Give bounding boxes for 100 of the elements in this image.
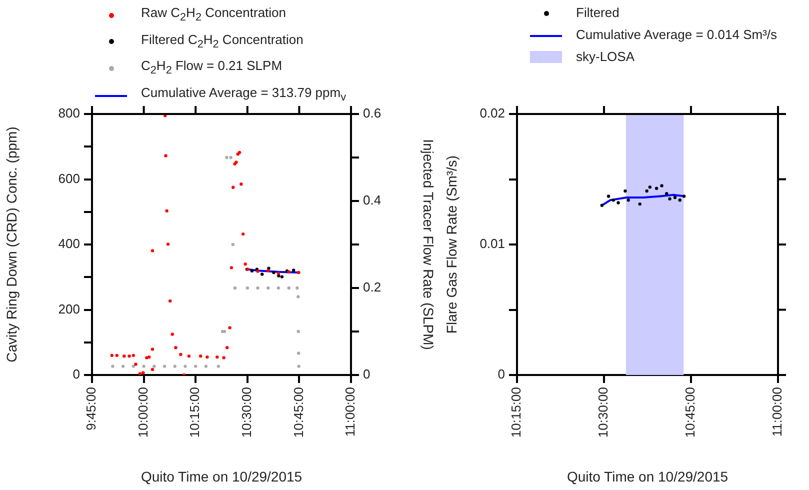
y-tick-label: 0 — [72, 366, 80, 382]
point — [194, 364, 198, 368]
point — [665, 192, 668, 196]
legend-label: sky-LOSA — [576, 48, 635, 66]
point — [148, 355, 151, 359]
y-axis-title: Flare Gas Flow Rate (Sm³/s) — [443, 155, 460, 334]
point — [111, 364, 114, 368]
point — [660, 184, 664, 188]
point — [216, 364, 220, 368]
x-axis-title: Quito Time on 10/29/2015 — [566, 468, 728, 484]
point — [179, 352, 182, 356]
y-tick-label: 600 — [58, 170, 80, 186]
point — [166, 242, 170, 246]
point — [296, 330, 300, 334]
legend-label: Filtered — [576, 4, 620, 22]
point — [198, 354, 202, 358]
point — [241, 232, 245, 236]
legend-label: Filtered C$_{2}$H$_{2}$ Concentration — [141, 30, 304, 52]
point — [231, 242, 234, 246]
point — [110, 354, 114, 358]
point — [204, 364, 208, 368]
point — [682, 194, 686, 198]
point — [296, 286, 299, 290]
y2-tick-label: 0.4 — [363, 192, 382, 208]
point — [296, 352, 300, 355]
point — [244, 262, 247, 266]
point — [246, 286, 249, 290]
point — [150, 249, 154, 252]
point — [145, 356, 148, 360]
point — [673, 196, 677, 200]
x-tick-label: 11:00:00 — [342, 387, 358, 437]
y2-tick-label: 0.6 — [363, 106, 382, 121]
point — [223, 330, 226, 334]
point — [600, 204, 604, 207]
y2-axis-title: Injected Tracer Flow Rate (SLPM) — [420, 139, 437, 350]
point — [266, 286, 270, 290]
point — [165, 209, 168, 212]
point — [260, 272, 264, 276]
point — [232, 186, 235, 190]
point — [150, 368, 154, 372]
x-tick-label: 10:15:00 — [187, 387, 202, 438]
y-tick-label: 400 — [58, 236, 80, 252]
point — [648, 185, 652, 189]
point — [256, 286, 260, 290]
point — [225, 346, 229, 350]
y2-tick-label: 0.2 — [363, 280, 382, 295]
x-tick-label: 9:45:00 — [84, 387, 99, 430]
point — [128, 354, 131, 358]
legend-label: Cumulative Average = 0.014 Sm³/s — [576, 26, 778, 44]
point — [170, 332, 174, 336]
x-tick-label: 10:15:00 — [508, 387, 524, 438]
y-axis-title: Cavity Ring Down (CRD) Conc. (ppm) — [3, 126, 20, 362]
point — [280, 275, 284, 278]
point — [206, 355, 209, 359]
point — [616, 201, 620, 204]
point — [626, 198, 630, 202]
point — [134, 362, 138, 366]
point — [173, 364, 176, 368]
y-tick-label: 200 — [58, 301, 80, 316]
legend-label: C$_{2}$H$_{2}$ Flow = 0.21 SLPM — [141, 57, 282, 79]
point — [668, 197, 672, 200]
y-tick-label: 0.01 — [480, 236, 505, 252]
point — [168, 299, 172, 303]
x-tick-label: 11:00:00 — [770, 387, 785, 437]
point — [132, 364, 136, 368]
point — [174, 346, 178, 350]
point — [152, 364, 156, 368]
legend-label: Raw C$_{2}$H$_{2}$ Concentration — [141, 4, 286, 26]
point — [150, 348, 154, 351]
x-tick-label: 10:45:00 — [290, 387, 306, 438]
y-tick-label: 0.02 — [480, 106, 505, 121]
point — [142, 364, 146, 368]
point — [184, 364, 187, 368]
legend-label: Cumulative Average = 313.79 ppm$_{v}$ — [141, 84, 346, 106]
point — [645, 189, 648, 193]
point — [132, 354, 136, 358]
point — [115, 354, 118, 358]
point — [228, 326, 232, 330]
point — [624, 189, 627, 193]
point — [250, 269, 254, 273]
point — [216, 355, 219, 359]
point — [187, 354, 191, 358]
point — [230, 266, 234, 270]
point — [164, 154, 168, 158]
point — [142, 371, 145, 374]
x-tick-label: 10:45:00 — [682, 387, 698, 438]
point — [678, 198, 682, 202]
x-tick-label: 10:30:00 — [596, 387, 611, 438]
point — [266, 269, 270, 272]
point — [612, 198, 615, 202]
point — [240, 182, 243, 186]
y-tick-label: 800 — [58, 106, 80, 121]
point — [229, 156, 232, 160]
point — [277, 274, 280, 278]
point — [272, 270, 276, 274]
x-tick-label: 10:00:00 — [135, 387, 150, 438]
point — [138, 372, 142, 375]
point — [222, 356, 226, 360]
point — [287, 286, 290, 290]
x-tick-label: 10:30:00 — [238, 387, 254, 438]
